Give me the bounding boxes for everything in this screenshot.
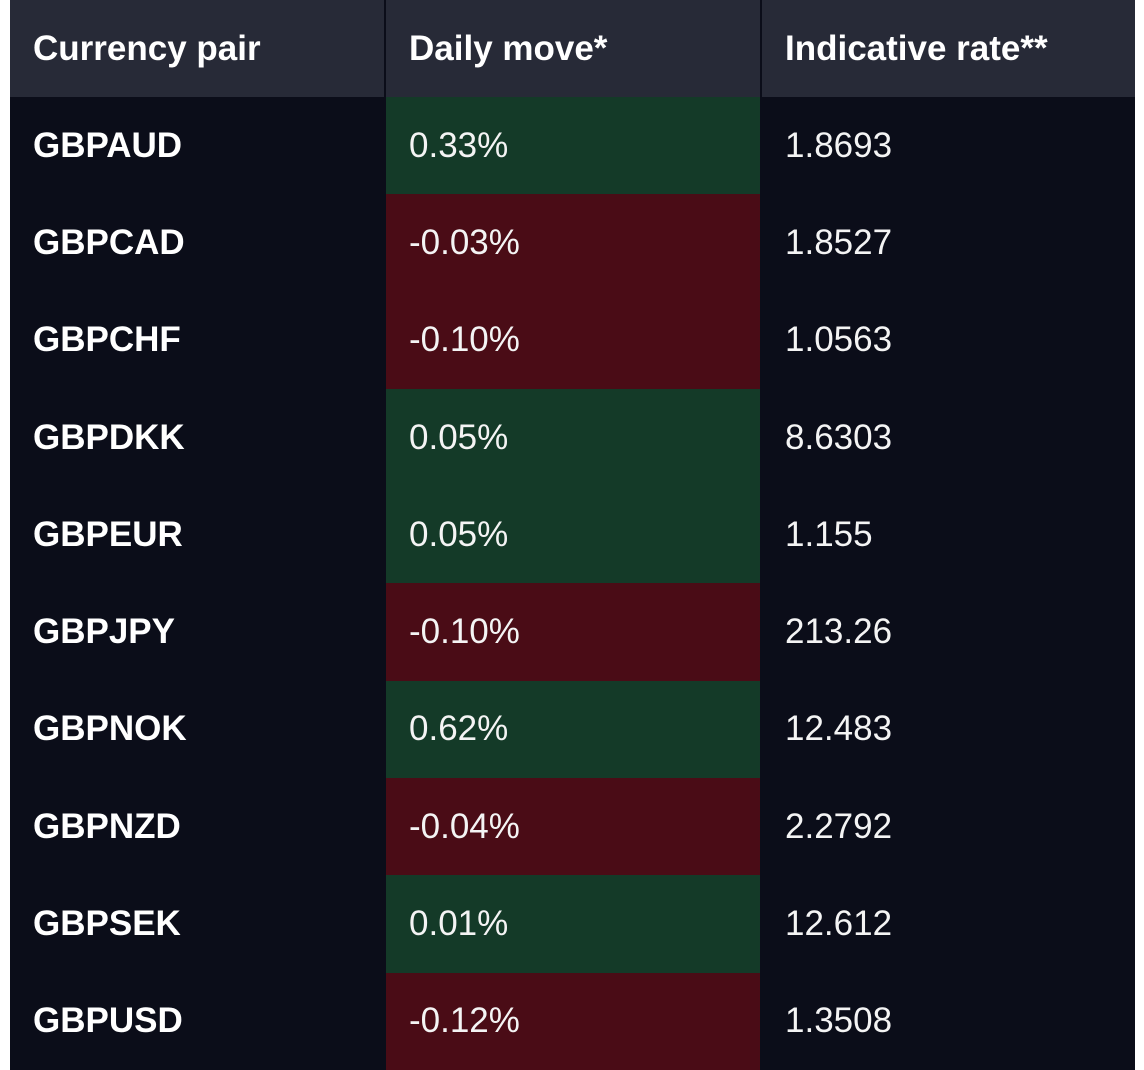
table-row: GBPNOK 0.62% 12.483 bbox=[10, 680, 1135, 779]
pair-cell: GBPNZD bbox=[33, 806, 181, 846]
pair-cell: GBPUSD bbox=[33, 1001, 183, 1041]
rate-cell: 1.155 bbox=[760, 486, 1135, 584]
daily-move-cell: 0.62% bbox=[384, 680, 760, 779]
rate-cell: 1.8693 bbox=[760, 97, 1135, 195]
daily-move-cell: -0.12% bbox=[384, 972, 760, 1070]
table-header: Currency pair Daily move* Indicative rat… bbox=[10, 0, 1135, 97]
rate-cell: 12.483 bbox=[760, 680, 1135, 779]
rate-cell: 12.612 bbox=[760, 875, 1135, 973]
table-body: GBPAUD 0.33% 1.8693 GBPCAD -0.03% 1.8527… bbox=[10, 97, 1135, 1070]
rate-cell: 8.6303 bbox=[760, 388, 1135, 487]
rate-cell: 1.3508 bbox=[760, 972, 1135, 1070]
rate-cell: 2.2792 bbox=[760, 778, 1135, 876]
table-row: GBPCHF -0.10% 1.0563 bbox=[10, 291, 1135, 389]
daily-move-cell: -0.04% bbox=[384, 778, 760, 876]
pair-cell: GBPCHF bbox=[33, 320, 181, 360]
pair-cell: GBPCAD bbox=[33, 222, 185, 262]
pair-cell: GBPJPY bbox=[33, 612, 175, 652]
table-row: GBPSEK 0.01% 12.612 bbox=[10, 875, 1135, 973]
table-row: GBPNZD -0.04% 2.2792 bbox=[10, 778, 1135, 876]
header-currency-pair: Currency pair bbox=[33, 28, 261, 68]
daily-move-cell: -0.10% bbox=[384, 291, 760, 389]
pair-cell: GBPSEK bbox=[33, 904, 181, 944]
table-row: GBPJPY -0.10% 213.26 bbox=[10, 583, 1135, 681]
rate-cell: 1.8527 bbox=[760, 194, 1135, 292]
pair-cell: GBPEUR bbox=[33, 514, 183, 554]
header-indicative-rate: Indicative rate** bbox=[760, 0, 1135, 97]
pair-cell: GBPDKK bbox=[33, 417, 185, 457]
pair-cell: GBPNOK bbox=[33, 709, 187, 749]
daily-move-cell: 0.05% bbox=[384, 486, 760, 584]
daily-move-cell: 0.01% bbox=[384, 875, 760, 973]
table-row: GBPCAD -0.03% 1.8527 bbox=[10, 194, 1135, 292]
table-row: GBPAUD 0.33% 1.8693 bbox=[10, 97, 1135, 195]
daily-move-cell: -0.03% bbox=[384, 194, 760, 292]
rate-cell: 1.0563 bbox=[760, 291, 1135, 389]
daily-move-cell: 0.33% bbox=[384, 97, 760, 195]
pair-cell: GBPAUD bbox=[33, 125, 183, 165]
table-row: GBPUSD -0.12% 1.3508 bbox=[10, 972, 1135, 1070]
currency-table: Currency pair Daily move* Indicative rat… bbox=[10, 0, 1135, 1070]
daily-move-cell: 0.05% bbox=[384, 388, 760, 487]
rate-cell: 213.26 bbox=[760, 583, 1135, 681]
table-row: GBPDKK 0.05% 8.6303 bbox=[10, 388, 1135, 487]
header-daily-move: Daily move* bbox=[384, 0, 760, 97]
table-row: GBPEUR 0.05% 1.155 bbox=[10, 486, 1135, 584]
daily-move-cell: -0.10% bbox=[384, 583, 760, 681]
